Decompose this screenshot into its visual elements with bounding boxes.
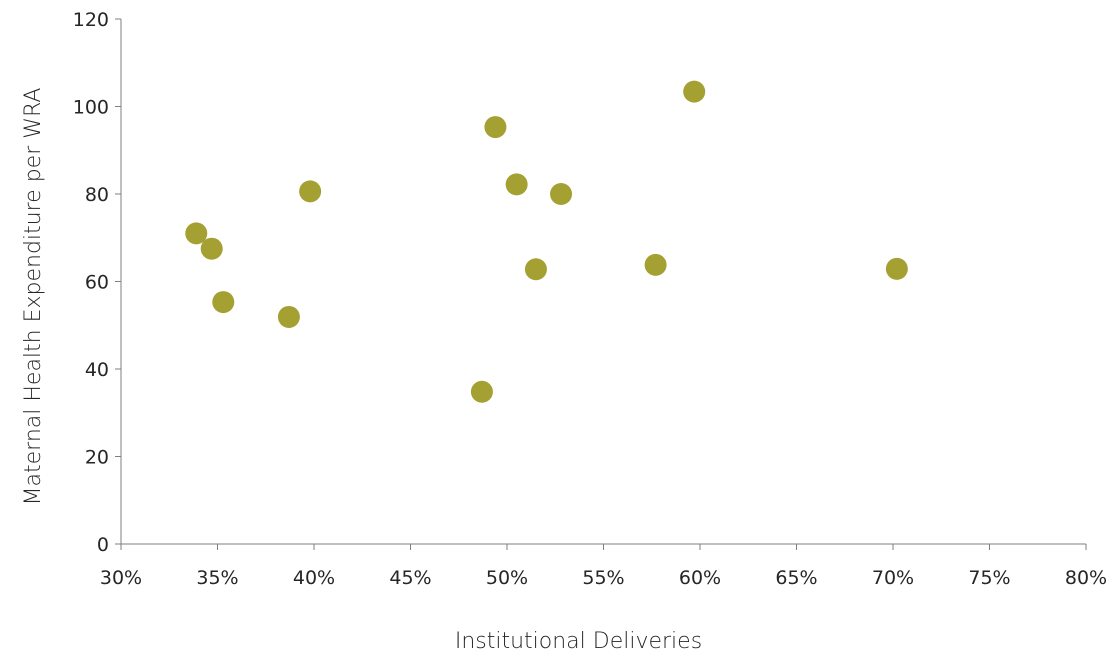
y-tick-label: 40: [85, 359, 109, 381]
y-tick-label: 80: [85, 184, 109, 206]
x-tick-label: 80%: [1065, 567, 1107, 589]
y-tick-label: 20: [85, 447, 109, 469]
data-point: [484, 116, 507, 139]
data-point: [299, 180, 322, 203]
x-tick-label: 45%: [389, 567, 431, 589]
data-point: [212, 291, 235, 314]
y-tick-label: 120: [73, 9, 109, 31]
x-axis-ticks: 30% 35% 40% 45% 50% 55% 60% 65% 70% 75% 80%: [100, 544, 1107, 589]
x-tick-label: 55%: [582, 567, 624, 589]
x-tick-label: 75%: [968, 567, 1010, 589]
y-tick-label: 100: [73, 97, 109, 119]
data-point: [185, 222, 208, 245]
data-point: [200, 237, 223, 260]
data-point: [683, 80, 706, 103]
data-point: [885, 257, 908, 280]
x-tick-label: 35%: [196, 567, 238, 589]
x-tick-label: 50%: [486, 567, 528, 589]
y-axis-ticks: 0 20 40 60 80 100 120: [73, 9, 121, 556]
x-tick-label: 60%: [679, 567, 721, 589]
data-points: [185, 80, 908, 403]
data-point: [505, 173, 528, 196]
y-tick-label: 60: [85, 272, 109, 294]
data-point: [277, 305, 300, 328]
data-point: [550, 183, 573, 205]
data-point: [470, 380, 493, 403]
x-tick-label: 40%: [293, 567, 335, 589]
data-point: [644, 253, 667, 276]
y-axis-title: Maternal Health Expenditure per WRA: [21, 88, 46, 506]
data-point: [524, 258, 547, 281]
y-tick-label: 0: [97, 534, 109, 556]
x-axis-title: Institutional Deliveries: [455, 629, 702, 654]
x-tick-label: 30%: [100, 567, 142, 589]
x-tick-label: 70%: [872, 567, 914, 589]
x-tick-label: 65%: [775, 567, 817, 589]
